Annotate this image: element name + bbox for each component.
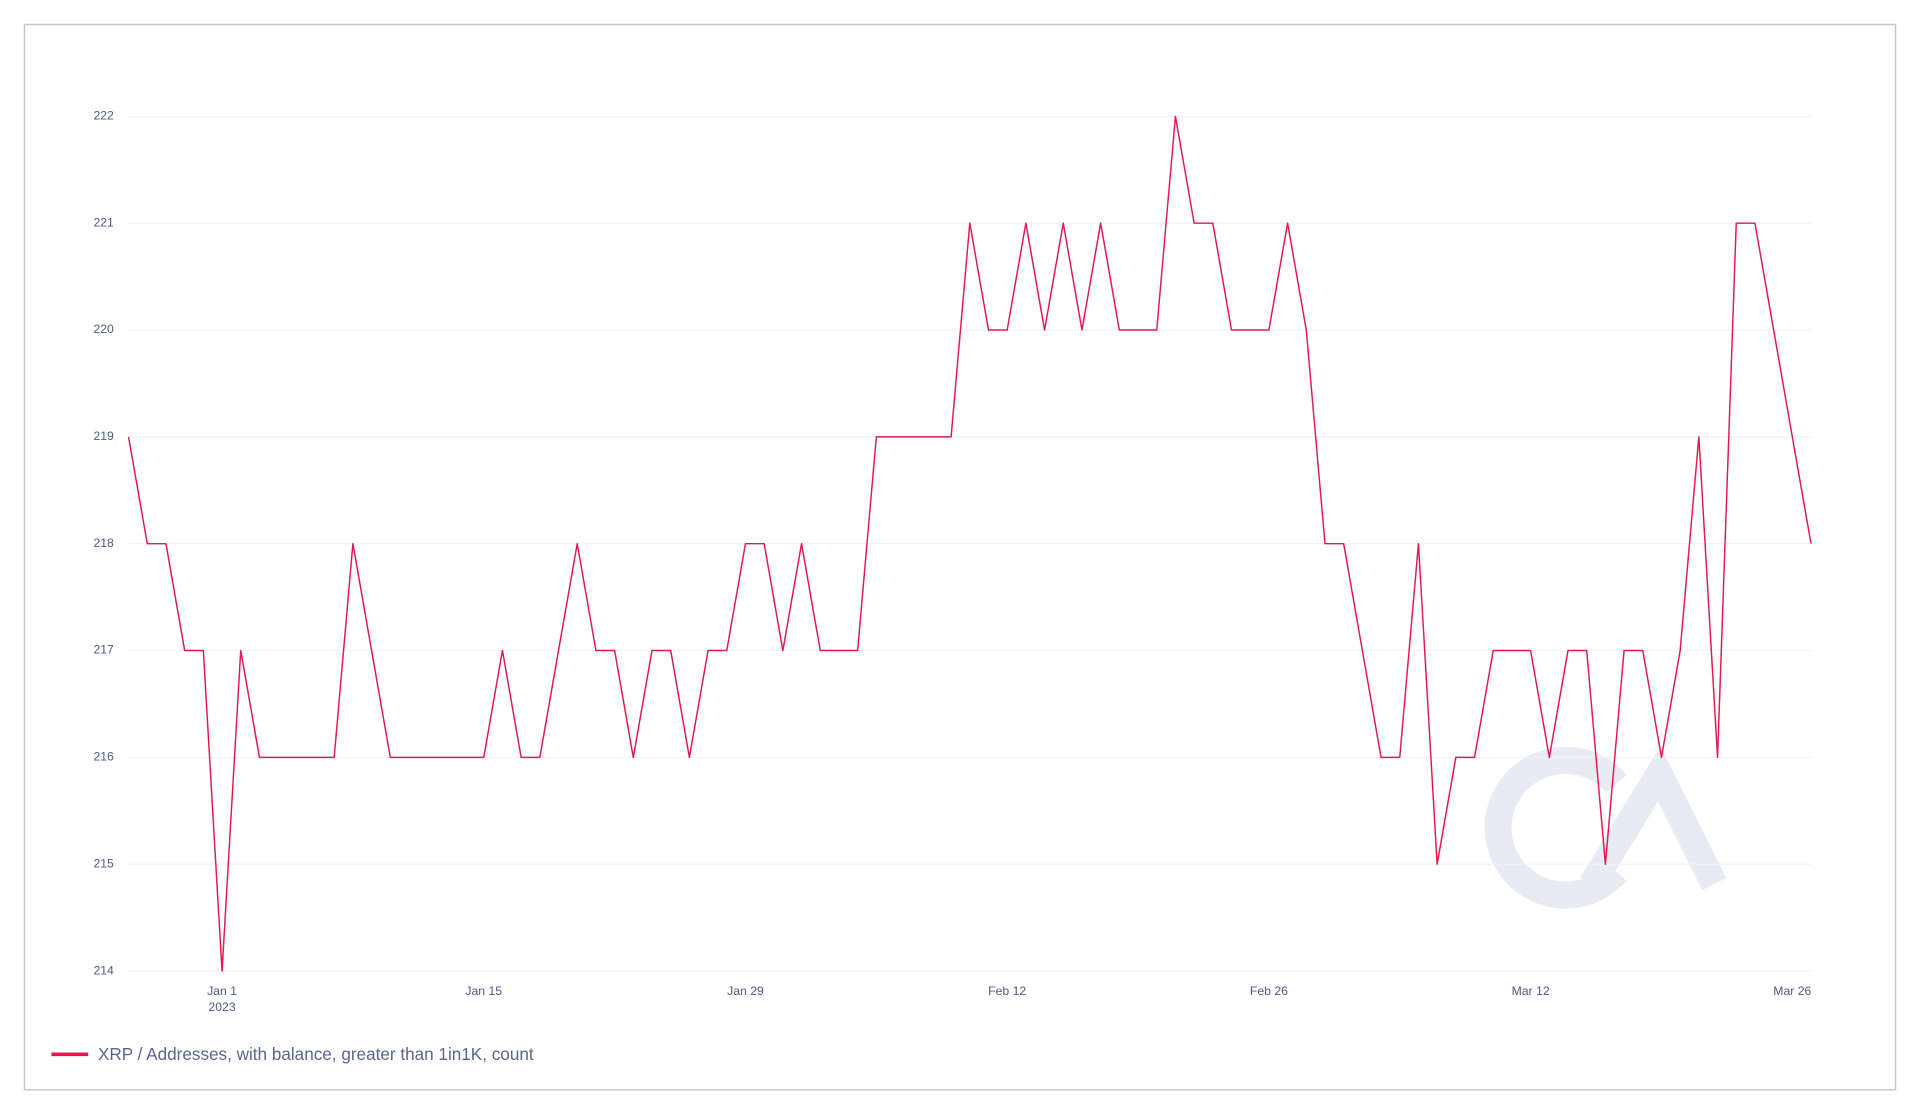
y-tick-label: 220 [93, 322, 114, 336]
y-tick-label: 218 [93, 536, 114, 550]
y-tick-label: 214 [93, 963, 114, 977]
data-line [127, 115, 1812, 972]
x-tick-label: Jan 15 [465, 984, 502, 998]
x-tick-label: Mar 26 [1773, 984, 1811, 998]
x-tick-label: Feb 26 [1250, 984, 1288, 998]
y-tick-label: 221 [93, 215, 114, 229]
legend-label: XRP / Addresses, with balance, greater t… [98, 1044, 534, 1064]
y-tick-label: 216 [93, 750, 114, 764]
chart-frame [23, 23, 1897, 1091]
y-tick-label: 217 [93, 643, 114, 657]
x-tick-label: Jan 1 [207, 984, 237, 998]
watermark-m [1580, 746, 1727, 892]
watermark-c [1484, 747, 1627, 909]
x-tick-label: Jan 29 [727, 984, 764, 998]
y-tick-label: 215 [93, 856, 114, 870]
y-tick-label: 222 [93, 109, 114, 123]
y-tick-label: 219 [93, 429, 114, 443]
x-tick-label: Feb 12 [988, 984, 1026, 998]
x-year-label: 2023 [208, 1000, 235, 1014]
watermark [1484, 746, 1727, 909]
x-tick-label: Mar 12 [1512, 984, 1550, 998]
